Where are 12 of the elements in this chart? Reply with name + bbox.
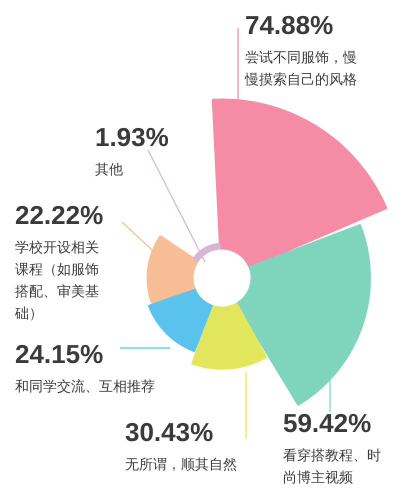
data-label: 1.93% — [95, 122, 169, 152]
data-label: 30.43% — [125, 417, 214, 447]
category-label: 无所谓，顺其自然 — [125, 457, 237, 473]
category-label: 学校开设相关课程（如服饰搭配、审美基础） — [14, 240, 99, 322]
category-label: 尝试不同服饰，慢慢摸索自己的风格 — [244, 50, 357, 88]
data-label: 59.42% — [283, 408, 372, 438]
category-label: 看穿搭教程、时尚博主视频 — [283, 448, 381, 486]
category-label: 和同学交流、互相推荐 — [15, 379, 155, 395]
data-label: 24.15% — [15, 339, 104, 369]
data-label: 22.22% — [15, 200, 104, 230]
category-label: 其他 — [95, 162, 123, 178]
data-label: 74.88% — [245, 10, 334, 40]
